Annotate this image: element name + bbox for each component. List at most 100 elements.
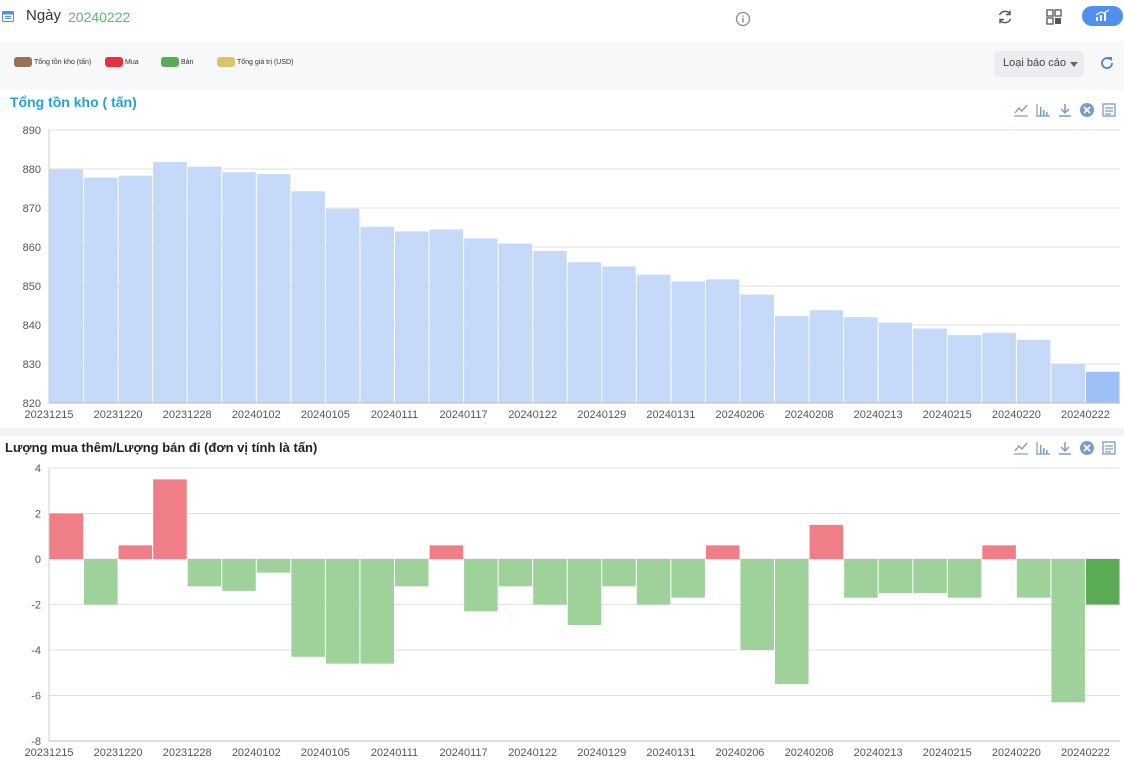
buy-sell-chart-bar[interactable] (705, 545, 740, 559)
buy-sell-chart-bar[interactable] (464, 559, 498, 612)
buy-sell-chart-bar[interactable] (740, 559, 775, 650)
bar-chart-icon[interactable] (1035, 440, 1051, 456)
stock-chart-bar[interactable] (1051, 364, 1085, 403)
chart-view-toggle-button[interactable] (1082, 6, 1123, 26)
buy-sell-chart-bar[interactable] (775, 559, 809, 685)
buy-sell-chart-bar[interactable] (1051, 559, 1085, 703)
buy-sell-chart-bar[interactable] (844, 559, 878, 598)
buy-sell-chart-bar[interactable] (567, 559, 602, 625)
buy-sell-chart-bar[interactable] (49, 513, 84, 560)
stock-chart-x-tick-label: 20240220 (992, 409, 1041, 421)
buy-sell-chart-bar[interactable] (982, 545, 1016, 559)
stock-chart-bar[interactable] (982, 332, 1016, 403)
stock-chart-bar[interactable] (878, 322, 913, 403)
stock-chart-bar[interactable] (533, 250, 567, 403)
line-chart-icon[interactable] (1013, 102, 1029, 118)
legend-swatch-value (217, 57, 235, 67)
legend-label-value: Tổng giá trị (USD) (237, 58, 294, 66)
bar-chart-icon[interactable] (1035, 102, 1051, 118)
buy-sell-chart-bar[interactable] (809, 524, 844, 559)
stock-chart-bar[interactable] (464, 238, 498, 403)
calendar-icon[interactable] (2, 10, 14, 22)
buy-sell-chart-bar[interactable] (878, 559, 913, 594)
buy-sell-chart-bar[interactable] (394, 559, 429, 587)
stock-chart-bar[interactable] (671, 281, 705, 403)
stock-chart-bar[interactable] (705, 279, 740, 403)
buy-sell-chart-x-tick-label: 20240215 (923, 747, 972, 759)
buy-sell-chart-bar[interactable] (360, 559, 394, 664)
refresh-icon[interactable] (996, 8, 1014, 26)
legend-item-stock[interactable]: Tổng tồn kho (tấn) (14, 57, 91, 67)
stock-chart-bar[interactable] (325, 208, 360, 403)
buy-sell-chart-y-tick-label: -4 (31, 645, 41, 657)
stock-chart-bar[interactable] (1016, 339, 1051, 403)
buy-sell-chart-bar[interactable] (84, 559, 118, 605)
stock-chart-bar[interactable] (118, 175, 153, 403)
download-icon[interactable] (1057, 440, 1073, 456)
stock-chart-x-tick-label: 20231228 (163, 409, 212, 421)
buy-sell-chart-bar[interactable] (602, 559, 636, 587)
info-icon[interactable] (735, 11, 751, 27)
buy-sell-chart-bar[interactable] (636, 559, 671, 605)
stock-chart-bar[interactable] (291, 191, 325, 403)
stock-chart-x-tick-label: 20240213 (854, 409, 903, 421)
buy-sell-chart-bar[interactable] (1016, 559, 1051, 598)
download-icon[interactable] (1057, 102, 1073, 118)
buy-sell-chart-bar[interactable] (118, 545, 153, 559)
stock-chart-bar[interactable] (740, 294, 775, 403)
legend-item-value[interactable]: Tổng giá trị (USD) (217, 57, 293, 67)
grid-icon[interactable] (1045, 8, 1063, 26)
legend-item-buy[interactable]: Mua (105, 57, 139, 67)
stock-chart-bar[interactable] (222, 172, 256, 403)
buy-sell-chart-bar[interactable] (291, 559, 325, 657)
stock-chart-bar[interactable] (49, 169, 84, 403)
stock-chart-bar[interactable] (809, 310, 844, 403)
stock-chart-y-tick-label: 860 (23, 242, 41, 254)
stock-chart-bar[interactable] (360, 226, 394, 403)
report-type-select[interactable]: Loại báo cáo (994, 51, 1084, 77)
stock-chart-bar[interactable] (844, 317, 878, 403)
buy-sell-chart-x-tick-label: 20231228 (163, 747, 212, 759)
date-value[interactable]: 20240222 (68, 9, 131, 25)
legend-swatch-sell (161, 57, 179, 67)
reload-icon[interactable] (1099, 55, 1115, 71)
buy-sell-chart-x-tick-label: 20240222 (1061, 747, 1110, 759)
stock-chart-bar[interactable] (1085, 371, 1120, 403)
buy-sell-chart-bar[interactable] (913, 559, 947, 594)
stock-chart-bar[interactable] (602, 266, 636, 404)
line-chart-icon[interactable] (1013, 440, 1029, 456)
stock-chart-bar[interactable] (775, 316, 809, 403)
buy-sell-chart-bar[interactable] (533, 559, 567, 605)
buy-sell-chart-y-tick-label: -8 (31, 736, 41, 748)
stock-chart-bar[interactable] (636, 274, 671, 403)
stock-chart-bar[interactable] (567, 262, 602, 403)
stock-chart-bar[interactable] (256, 174, 291, 403)
stock-chart-bar[interactable] (429, 229, 464, 403)
stock-chart-bar[interactable] (153, 161, 187, 403)
buy-sell-chart-bar[interactable] (153, 479, 187, 559)
stock-chart-bar[interactable] (947, 335, 982, 403)
buy-sell-chart-y-tick-label: 4 (35, 463, 41, 475)
close-circle-icon[interactable] (1079, 102, 1095, 118)
legend-item-sell[interactable]: Bán (161, 57, 193, 67)
buy-sell-chart-bar[interactable] (187, 559, 222, 587)
buy-sell-chart-bar[interactable] (256, 559, 291, 573)
buy-sell-chart-bar[interactable] (947, 559, 982, 598)
buy-sell-chart-bar[interactable] (325, 559, 360, 664)
buy-sell-chart-bar[interactable] (671, 559, 705, 598)
buy-sell-chart-bar[interactable] (498, 559, 533, 587)
stock-chart-bar[interactable] (498, 243, 533, 403)
buy-sell-chart-bar[interactable] (222, 559, 256, 591)
top-bar: Ngày 20240222 (0, 0, 1124, 36)
stock-chart-bar[interactable] (187, 166, 222, 403)
close-circle-icon[interactable] (1079, 440, 1095, 456)
stock-chart-bar[interactable] (913, 328, 947, 403)
buy-sell-chart-bar[interactable] (1085, 559, 1120, 605)
data-view-icon[interactable] (1101, 102, 1117, 118)
buy-sell-bar-chart: -8 -6 -4 -2 0 2 4 20231215 20231220 20231228 20240… (25, 463, 1120, 759)
buy-sell-chart-bar[interactable] (429, 545, 464, 559)
stock-chart-bar[interactable] (394, 231, 429, 403)
report-type-select-label: Loại báo cáo (1003, 57, 1066, 69)
stock-chart-bar[interactable] (84, 177, 118, 403)
data-view-icon[interactable] (1101, 440, 1117, 456)
